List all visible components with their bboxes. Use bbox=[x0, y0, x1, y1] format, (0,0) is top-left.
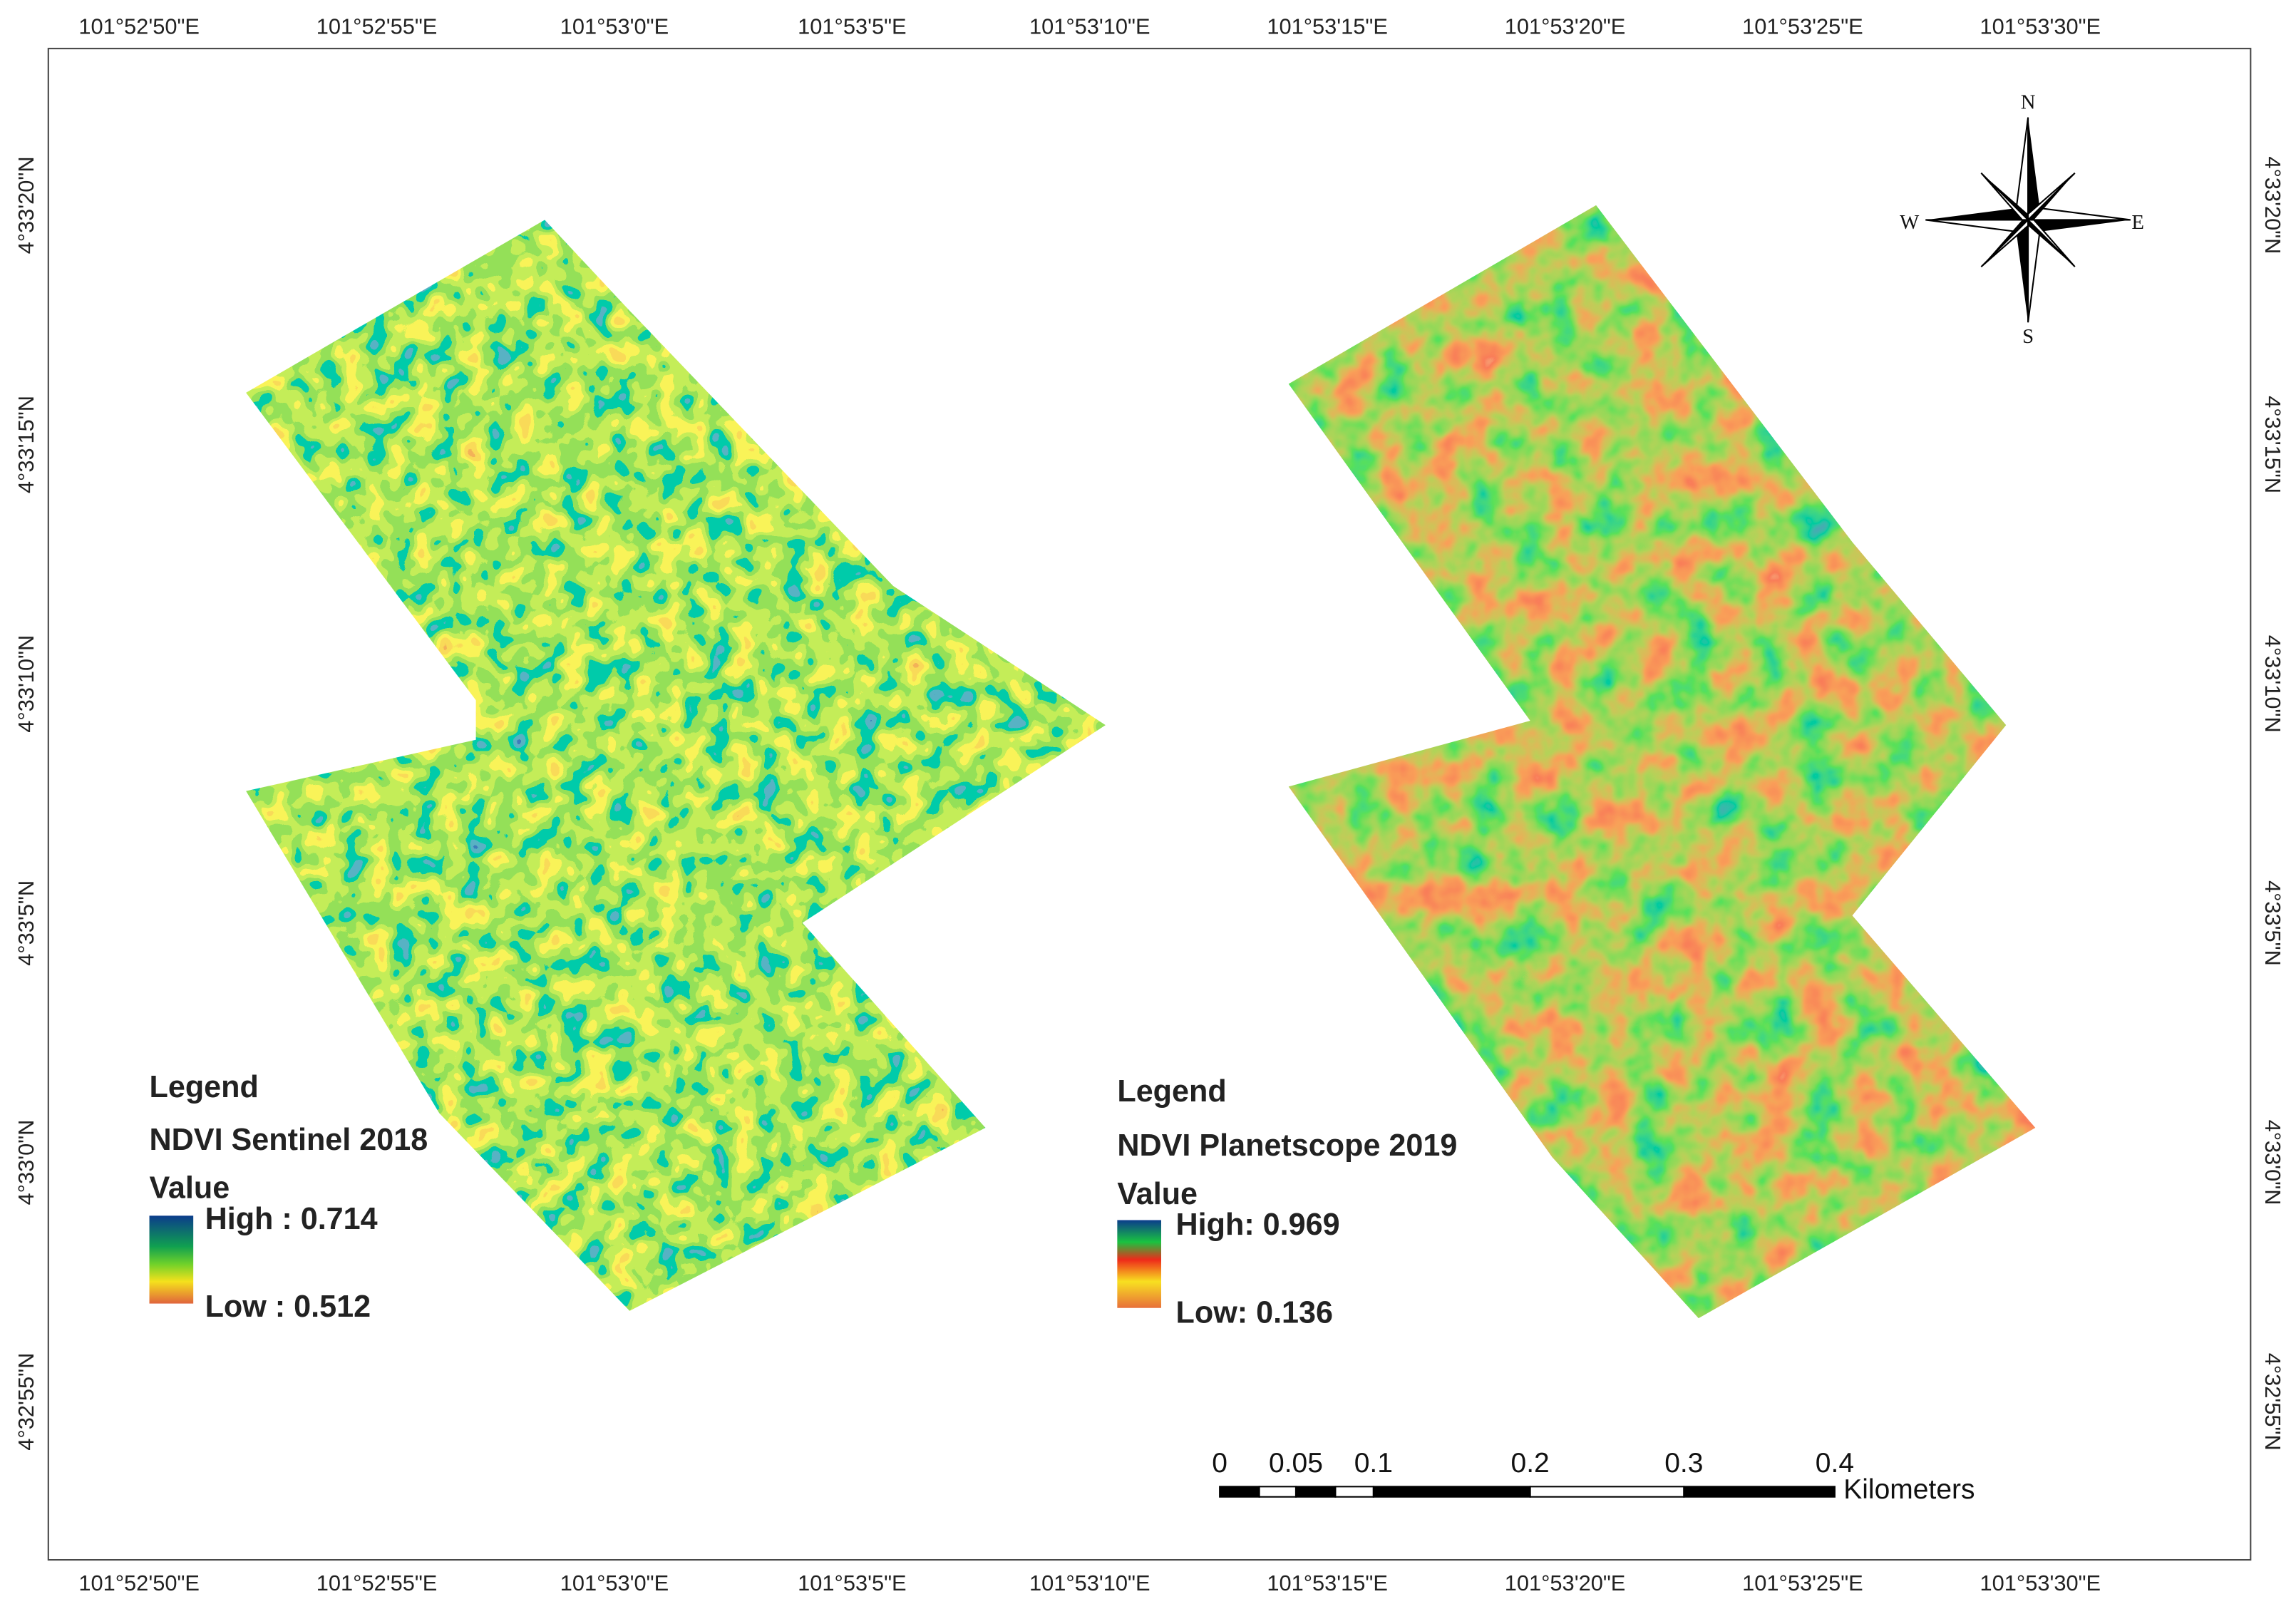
bottom-coord-label: 101°53'25"E bbox=[1742, 1570, 1863, 1595]
bottom-coord-label: 101°53'0"E bbox=[560, 1570, 669, 1595]
legend-title: Legend bbox=[1117, 1074, 1226, 1109]
left-coord-label: 4°32'55"N bbox=[14, 1353, 38, 1451]
bottom-coord-label: 101°53'10"E bbox=[1029, 1570, 1150, 1595]
legend-field: Value bbox=[150, 1171, 230, 1205]
bottom-coord-label: 101°53'15"E bbox=[1267, 1570, 1388, 1595]
scale-label: 0 bbox=[1212, 1448, 1227, 1479]
legend-layer: NDVI Planetscope 2019 bbox=[1117, 1129, 1457, 1163]
left-coord-label: 4°33'5"N bbox=[14, 880, 38, 966]
scale-label: 0.2 bbox=[1511, 1448, 1550, 1479]
legend-ramp bbox=[1117, 1220, 1161, 1308]
legend-layer: NDVI Sentinel 2018 bbox=[150, 1123, 428, 1157]
left-coord-label: 4°33'0"N bbox=[14, 1120, 38, 1205]
legend-low: Low : 0.512 bbox=[205, 1290, 371, 1324]
bottom-coord-label: 101°52'55"E bbox=[316, 1570, 438, 1595]
bottom-coord-label: 101°53'5"E bbox=[798, 1570, 906, 1595]
top-coord-label: 101°52'50"E bbox=[78, 14, 200, 39]
scale-bar bbox=[1219, 1486, 1836, 1498]
left-coord-label: 4°33'10"N bbox=[14, 635, 38, 733]
top-coord-label: 101°52'55"E bbox=[316, 14, 438, 39]
north-label: N bbox=[2021, 91, 2036, 113]
right-coord-label: 4°32'55"N bbox=[2260, 1353, 2285, 1451]
scale-label: 0.05 bbox=[1269, 1448, 1323, 1479]
top-coord-label: 101°53'20"E bbox=[1505, 14, 1626, 39]
scale-unit: Kilometers bbox=[1843, 1474, 1975, 1505]
bottom-coord-label: 101°53'30"E bbox=[1980, 1570, 2101, 1595]
right-coord-label: 4°33'5"N bbox=[2260, 880, 2285, 966]
bottom-coord-label: 101°52'50"E bbox=[78, 1570, 200, 1595]
right-coord-label: 4°33'20"N bbox=[2260, 156, 2285, 254]
legend-high: High: 0.969 bbox=[1176, 1208, 1340, 1242]
right-coord-label: 4°33'15"N bbox=[2260, 396, 2285, 493]
scale-label: 0.4 bbox=[1816, 1448, 1854, 1479]
top-coord-label: 101°53'25"E bbox=[1742, 14, 1863, 39]
top-coord-label: 101°53'0"E bbox=[560, 14, 669, 39]
left-coord-label: 4°33'20"N bbox=[14, 156, 38, 254]
legend-title: Legend bbox=[150, 1070, 259, 1104]
east-label: E bbox=[2131, 211, 2144, 234]
top-coord-label: 101°53'15"E bbox=[1267, 14, 1388, 39]
legend-low: Low: 0.136 bbox=[1176, 1295, 1334, 1330]
legend-high: High : 0.714 bbox=[205, 1202, 378, 1236]
south-label: S bbox=[2022, 325, 2034, 348]
scale-label: 0.3 bbox=[1664, 1448, 1703, 1479]
legend-field: Value bbox=[1117, 1177, 1198, 1211]
north-arrow bbox=[1925, 117, 2131, 323]
legend-ramp bbox=[149, 1215, 194, 1304]
right-coord-label: 4°33'10"N bbox=[2260, 635, 2285, 733]
map-frame bbox=[47, 48, 2252, 1561]
top-coord-label: 101°53'30"E bbox=[1980, 14, 2101, 39]
top-coord-label: 101°53'10"E bbox=[1029, 14, 1150, 39]
scale-label: 0.1 bbox=[1354, 1448, 1393, 1479]
top-coord-label: 101°53'5"E bbox=[798, 14, 906, 39]
left-coord-label: 4°33'15"N bbox=[14, 396, 38, 493]
bottom-coord-label: 101°53'20"E bbox=[1505, 1570, 1626, 1595]
right-coord-label: 4°33'0"N bbox=[2260, 1120, 2285, 1205]
west-label: W bbox=[1900, 211, 1920, 234]
